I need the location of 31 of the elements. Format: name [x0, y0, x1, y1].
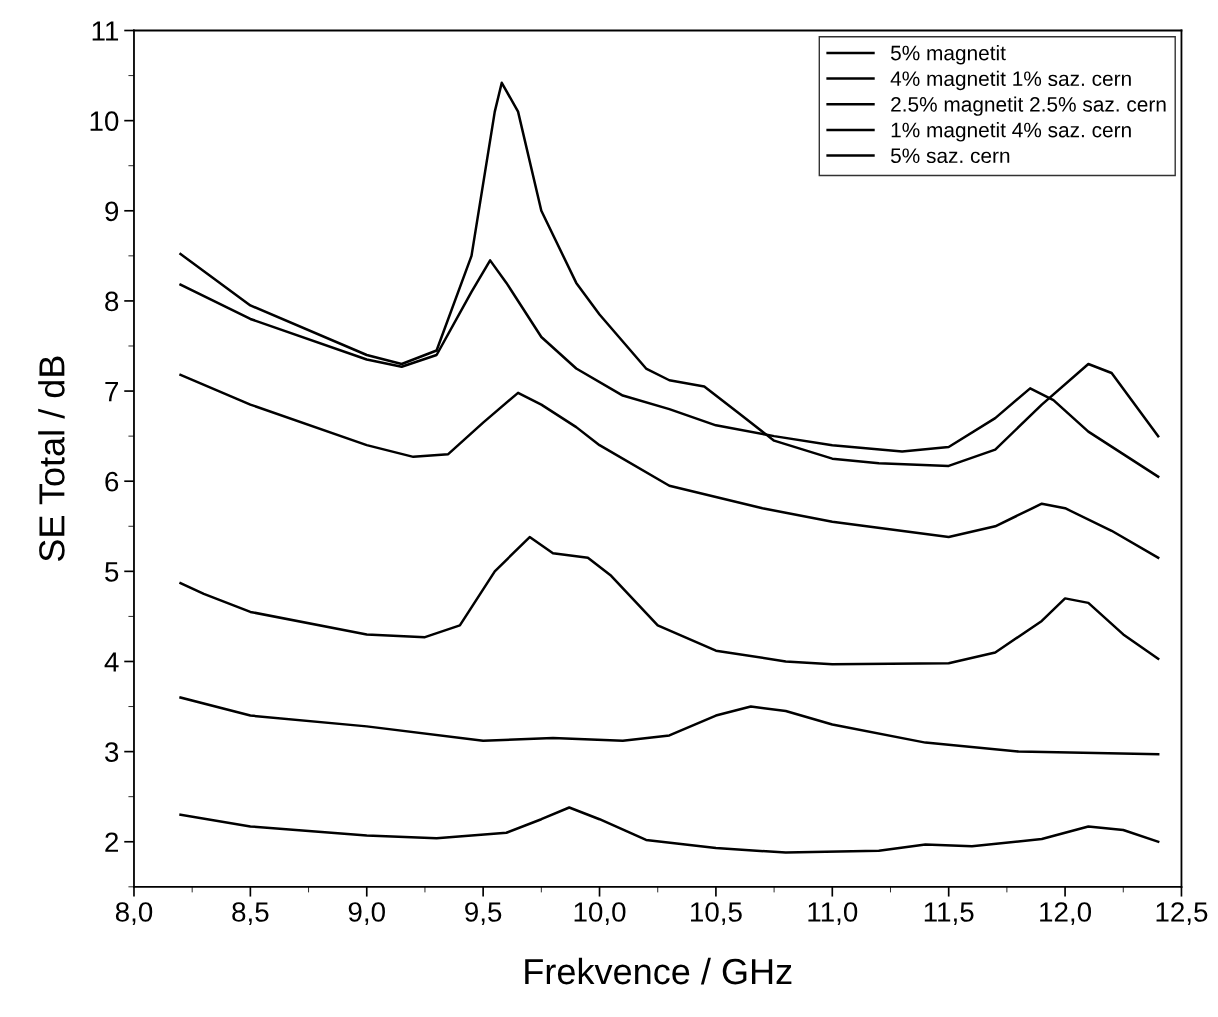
- x-tick-label: 9,5: [465, 902, 502, 926]
- y-tick-label: 2: [105, 832, 118, 852]
- line-series: [179, 373, 1160, 560]
- line-series: [179, 696, 1160, 756]
- y-tick-label: 9: [105, 201, 119, 222]
- legend-label: 1% magnetit 4% saz. cern: [891, 122, 1131, 142]
- y-axis-title: SE Total / dB: [38, 356, 65, 562]
- y-tick-label: 8: [105, 291, 119, 312]
- y-tick-label: 6: [105, 471, 119, 492]
- y-tick-label: 10: [90, 111, 119, 131]
- x-axis-title: Frekvence / GHz: [525, 957, 792, 985]
- y-tick-label: 11: [92, 21, 119, 41]
- legend-label: 2.5% magnetit 2.5% saz. cern: [891, 96, 1166, 116]
- line-series: [179, 535, 1160, 666]
- legend-label: 5% magnetit: [890, 45, 1006, 65]
- y-tick-label: 5: [105, 562, 119, 582]
- legend-label: 5% saz. cern: [890, 148, 1010, 164]
- legend-label: 4% magnetit 1% saz. cern: [890, 70, 1131, 91]
- x-tick-label: 8,5: [232, 902, 269, 926]
- y-tick-label: 4: [104, 652, 119, 672]
- line-series: [179, 806, 1160, 854]
- y-tick-label: 7: [105, 382, 118, 402]
- x-tick-label: 11,5: [924, 902, 974, 926]
- x-tick-label: 8,0: [115, 902, 153, 926]
- x-tick-label: 11,0: [808, 902, 858, 926]
- y-tick-label: 3: [105, 742, 119, 762]
- x-tick-label: 10,0: [574, 902, 626, 926]
- x-tick-label: 12,5: [1156, 902, 1208, 926]
- x-tick-label: 12,0: [1040, 902, 1092, 926]
- x-tick-label: 9,0: [348, 902, 385, 926]
- x-tick-label: 10,5: [691, 902, 742, 926]
